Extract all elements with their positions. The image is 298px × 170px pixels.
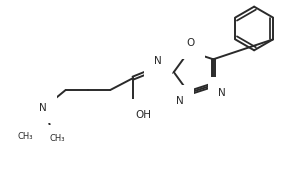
Text: N: N: [176, 96, 184, 106]
Text: OH: OH: [135, 110, 151, 120]
Text: CH₃: CH₃: [49, 134, 64, 143]
Text: N: N: [154, 56, 162, 66]
Text: CH₃: CH₃: [17, 132, 33, 141]
Text: O: O: [187, 38, 195, 48]
Text: N: N: [39, 103, 47, 113]
Text: N: N: [218, 88, 226, 98]
